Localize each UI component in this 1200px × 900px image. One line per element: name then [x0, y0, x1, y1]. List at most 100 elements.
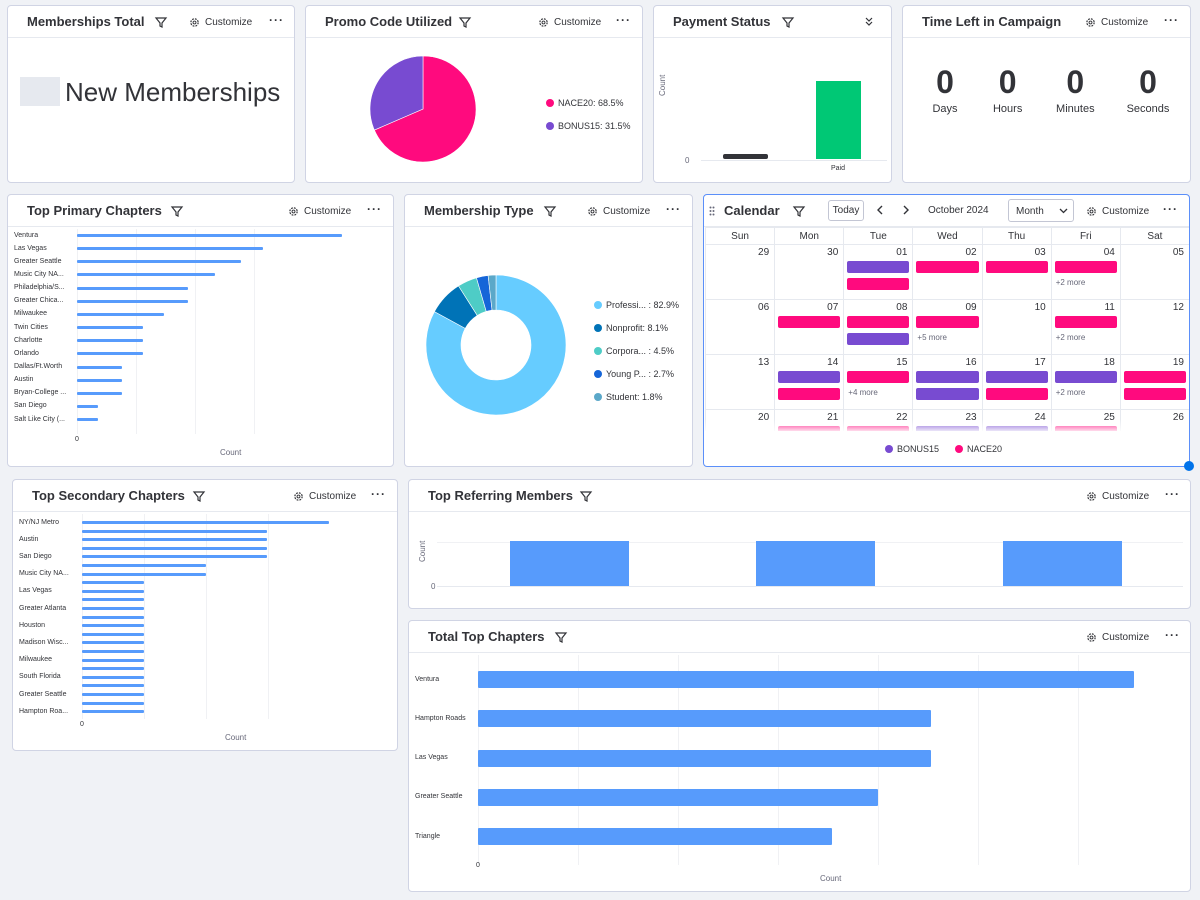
calendar-day-cell[interactable]: 15 +4 more — [843, 354, 914, 410]
referring-bar[interactable] — [510, 541, 629, 586]
filter-icon[interactable] — [554, 630, 568, 644]
filter-icon[interactable] — [543, 204, 557, 218]
bar[interactable] — [82, 521, 329, 524]
bar[interactable] — [77, 326, 144, 330]
legend-item[interactable]: BONUS15 — [885, 444, 939, 454]
bar[interactable] — [82, 693, 144, 696]
calendar-event[interactable] — [1123, 388, 1186, 400]
bar[interactable] — [82, 555, 268, 559]
calendar-event[interactable] — [847, 333, 910, 345]
more-options-icon[interactable]: ··· — [1165, 628, 1180, 642]
bar[interactable] — [82, 710, 144, 714]
filter-icon[interactable] — [579, 489, 593, 503]
resize-handle[interactable] — [1184, 461, 1194, 471]
pie-slice-nace20[interactable] — [373, 55, 477, 163]
calendar-day-cell[interactable]: 09 +5 more — [912, 299, 983, 355]
drag-handle-icon[interactable] — [709, 206, 715, 216]
bar[interactable] — [82, 546, 268, 550]
calendar-day-cell[interactable]: 02 — [912, 244, 983, 300]
customize-button[interactable]: Customize — [293, 489, 356, 503]
calendar-day-cell[interactable]: 17 — [981, 354, 1052, 410]
more-options-icon[interactable]: ··· — [1163, 202, 1178, 216]
bar[interactable] — [77, 339, 144, 343]
bar[interactable] — [82, 701, 144, 705]
calendar-day-cell[interactable]: 30 — [774, 244, 845, 300]
bar[interactable] — [77, 260, 242, 264]
payment-bar-paid[interactable] — [816, 81, 861, 159]
chevron-right-icon[interactable] — [902, 205, 910, 215]
bar[interactable] — [82, 538, 268, 542]
calendar-event[interactable] — [847, 278, 910, 290]
more-options-icon[interactable]: ··· — [1165, 487, 1180, 501]
bar[interactable] — [82, 632, 144, 636]
bar[interactable] — [82, 658, 144, 662]
calendar-day-cell[interactable]: 05 — [1119, 244, 1189, 300]
legend-item[interactable]: BONUS15: 31.5% — [546, 121, 631, 131]
bar[interactable] — [82, 615, 144, 619]
bar[interactable] — [77, 234, 342, 237]
bar[interactable] — [82, 650, 144, 653]
calendar-event[interactable] — [1123, 371, 1186, 383]
more-events-link[interactable]: +4 more — [848, 388, 878, 397]
calendar-event[interactable] — [1054, 316, 1117, 328]
view-select[interactable]: Month — [1008, 199, 1074, 222]
referring-bar[interactable] — [756, 541, 875, 586]
calendar-event[interactable] — [916, 261, 979, 273]
calendar-day-cell[interactable]: 03 — [981, 244, 1052, 300]
collapse-chevron-icon[interactable] — [864, 16, 874, 28]
calendar-day-cell[interactable]: 14 — [774, 354, 845, 410]
bar[interactable] — [77, 352, 144, 356]
bar[interactable] — [77, 247, 263, 251]
customize-button[interactable]: Customize — [1085, 15, 1148, 29]
customize-button[interactable]: Customize — [1086, 204, 1149, 218]
legend-item[interactable]: Student: 1.8% — [594, 392, 663, 402]
calendar-day-cell[interactable]: 16 — [912, 354, 983, 410]
today-button[interactable]: Today — [828, 200, 864, 221]
legend-item[interactable]: Nonprofit: 8.1% — [594, 323, 668, 333]
more-options-icon[interactable]: ··· — [371, 487, 386, 501]
calendar-event[interactable] — [847, 316, 910, 328]
bar[interactable] — [82, 529, 268, 533]
calendar-event[interactable] — [1054, 261, 1117, 273]
calendar-day-cell[interactable]: 06 — [704, 299, 776, 355]
more-options-icon[interactable]: ··· — [367, 202, 382, 216]
filter-icon[interactable] — [792, 204, 806, 218]
chevron-left-icon[interactable] — [876, 205, 884, 215]
referring-bar[interactable] — [1003, 541, 1122, 586]
more-options-icon[interactable]: ··· — [666, 202, 681, 216]
filter-icon[interactable] — [192, 489, 206, 503]
bar[interactable] — [77, 273, 215, 277]
customize-button[interactable]: Customize — [587, 204, 650, 218]
calendar-event[interactable] — [916, 371, 979, 383]
calendar-event[interactable] — [985, 261, 1048, 273]
bar[interactable] — [82, 667, 144, 671]
calendar-event[interactable] — [778, 316, 841, 328]
promo-pie-chart[interactable] — [369, 55, 477, 163]
calendar-event[interactable] — [916, 388, 979, 400]
more-events-link[interactable]: +2 more — [1055, 278, 1086, 287]
customize-button[interactable]: Customize — [538, 15, 601, 29]
calendar-day-cell[interactable]: 08 — [843, 299, 914, 355]
bar[interactable] — [82, 684, 144, 688]
bar[interactable] — [82, 564, 206, 567]
bar[interactable] — [77, 404, 99, 408]
legend-item[interactable]: Corpora... : 4.5% — [594, 346, 674, 356]
calendar-day-cell[interactable]: 19 — [1119, 354, 1189, 410]
pie-slice-student[interactable] — [487, 274, 497, 311]
calendar-day-cell[interactable]: 07 — [774, 299, 845, 355]
pie-slice-bonus15[interactable] — [369, 55, 424, 131]
calendar-day-cell[interactable]: 01 — [843, 244, 914, 300]
calendar-day-cell[interactable]: 12 — [1119, 299, 1189, 355]
bar[interactable] — [82, 589, 144, 593]
bar[interactable] — [77, 391, 123, 395]
calendar-event[interactable] — [847, 261, 910, 273]
bar[interactable] — [82, 581, 144, 585]
payment-bar-unlabeled[interactable] — [723, 154, 768, 159]
more-options-icon[interactable]: ··· — [1164, 13, 1179, 27]
legend-item[interactable]: Young P... : 2.7% — [594, 369, 674, 379]
bar[interactable] — [478, 749, 931, 767]
bar[interactable] — [82, 572, 206, 576]
calendar-event[interactable] — [778, 371, 841, 383]
pie-slice-professi[interactable] — [425, 274, 567, 416]
membership-donut-chart[interactable] — [425, 274, 567, 416]
